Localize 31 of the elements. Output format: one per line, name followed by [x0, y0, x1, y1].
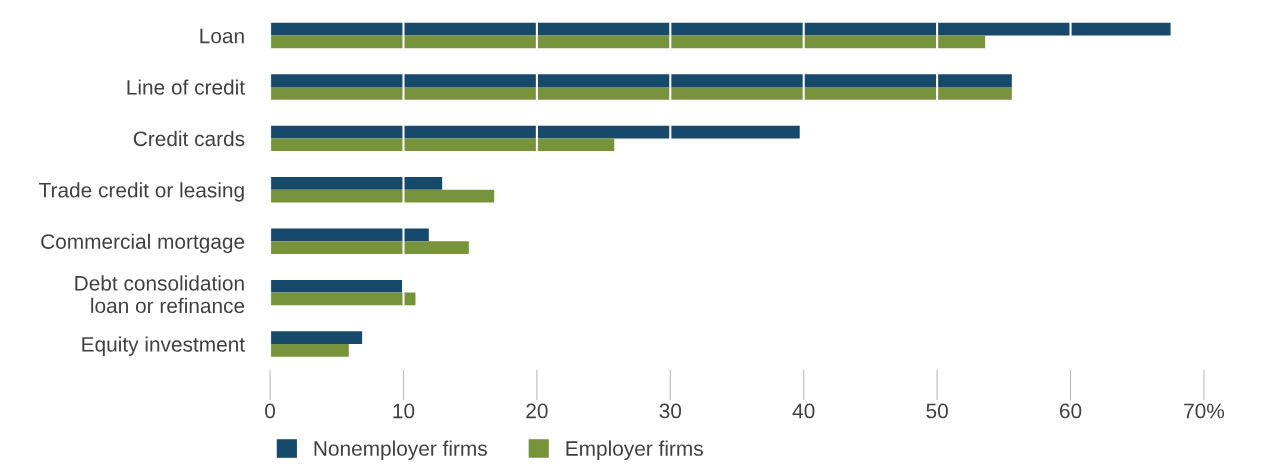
y-tick-label: Commercial mortgage [41, 233, 245, 254]
bar [270, 125, 800, 139]
y-tick-label: Loan [200, 28, 244, 44]
x-tick-label: 30 [659, 403, 682, 419]
bar [270, 279, 403, 293]
bar [270, 189, 495, 203]
bar [270, 228, 429, 242]
x-tick-label: 10 [393, 403, 415, 419]
bar [270, 177, 443, 190]
legend-label: Nonemployer firms [314, 440, 487, 460]
y-tick-label: Credit cards [133, 130, 245, 147]
x-tick-label: 60 [1060, 403, 1082, 419]
y-tick-label: Line of credit [127, 79, 245, 95]
y-tick-label: Debt consolidation loan or refinance [75, 275, 245, 314]
bar [270, 22, 1171, 36]
bar [270, 331, 363, 345]
bar [270, 138, 615, 152]
x-tick-label: 70% [1184, 403, 1225, 419]
legend-label: Employer firms [566, 440, 703, 460]
bar [270, 35, 986, 49]
y-tick-label: Trade credit or leasing [39, 182, 244, 202]
bar [270, 292, 416, 306]
y-tick-label: Equity investment [82, 336, 245, 356]
bar [270, 86, 1012, 100]
x-tick-label: 0 [265, 403, 276, 419]
x-tick-label: 20 [526, 403, 548, 419]
x-tick-label: 40 [792, 403, 815, 419]
bar [270, 344, 349, 357]
bar [270, 74, 1012, 87]
x-tick-label: 50 [926, 403, 948, 419]
bar [270, 241, 469, 254]
